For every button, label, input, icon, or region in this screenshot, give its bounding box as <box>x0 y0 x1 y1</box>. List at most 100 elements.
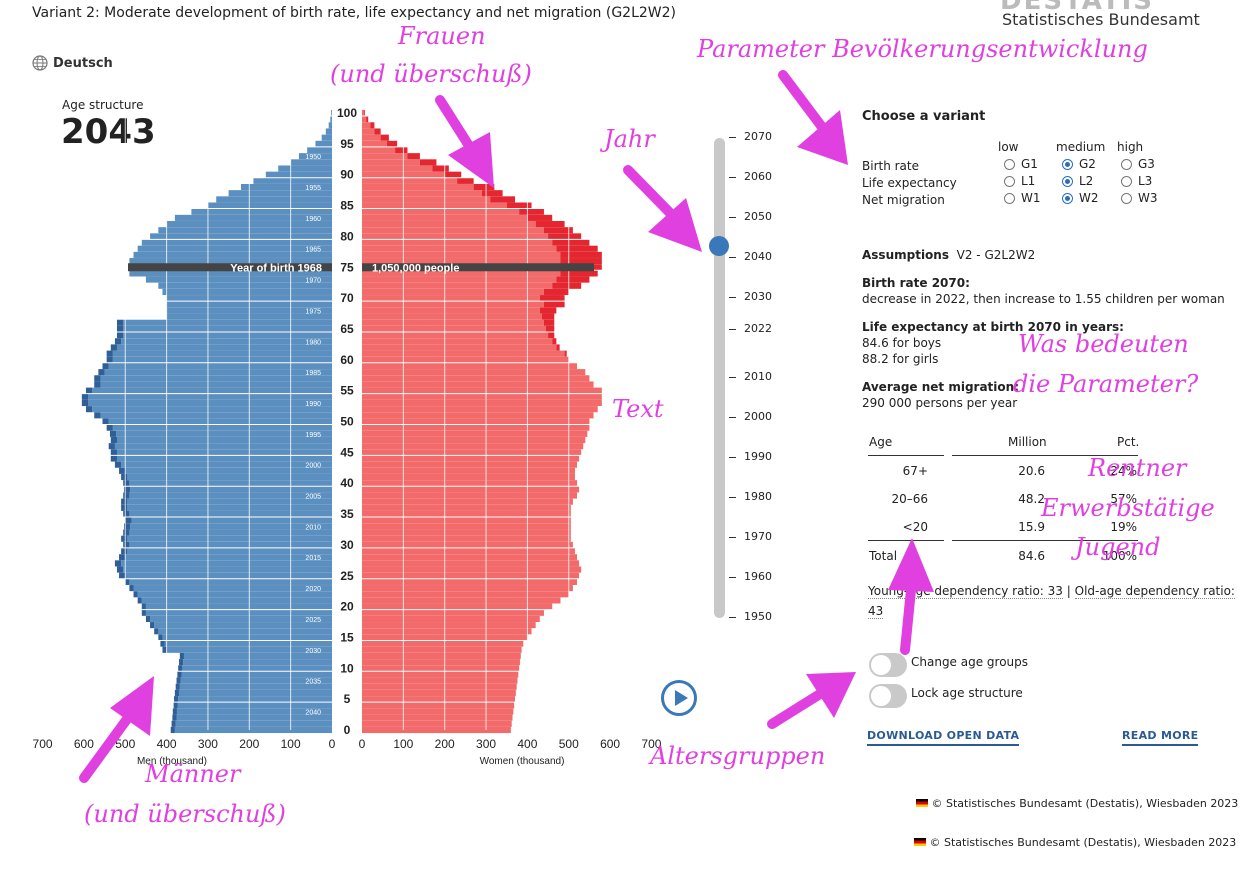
variant-option-l1[interactable]: L1 <box>1004 174 1035 188</box>
variant-option-w3[interactable]: W3 <box>1121 191 1158 205</box>
year-tick <box>729 329 736 330</box>
table-rule <box>868 540 944 541</box>
download-open-data-link[interactable]: DOWNLOAD OPEN DATA <box>867 729 1020 746</box>
variant-row-label: Net migration <box>862 193 945 207</box>
variant-option-w1[interactable]: W1 <box>1004 191 1041 205</box>
radio-selected-icon[interactable] <box>1062 193 1073 204</box>
year-tick-label[interactable]: 1970 <box>744 530 772 543</box>
age-structure-label: Age structure <box>62 98 144 112</box>
birth-year-label: 1960 <box>305 216 321 223</box>
x-axis-label-men: Men (thousand) <box>137 756 207 767</box>
men-bar <box>154 622 332 629</box>
men-bar <box>130 486 332 493</box>
men-bar <box>92 406 332 413</box>
women-bar <box>362 424 590 431</box>
year-tick-label[interactable]: 1950 <box>744 610 772 623</box>
women-bar <box>362 183 474 191</box>
year-tick-label[interactable]: 2050 <box>744 210 772 223</box>
men-surplus-bar <box>123 529 130 536</box>
language-switch[interactable]: Deutsch <box>32 55 113 71</box>
language-label: Deutsch <box>53 55 113 71</box>
year-tick-label[interactable]: 1960 <box>744 570 772 583</box>
year-tick-label[interactable]: 1990 <box>744 450 772 463</box>
radio-icon[interactable] <box>1121 176 1132 187</box>
women-surplus-bar <box>366 116 369 123</box>
women-surplus-bar <box>560 270 598 277</box>
age-structure-year: 2043 <box>61 112 156 152</box>
variant-option-g1[interactable]: G1 <box>1004 157 1038 171</box>
men-surplus-bar <box>119 554 126 561</box>
radio-icon[interactable] <box>1121 159 1132 170</box>
men-surplus-bar <box>145 615 151 622</box>
table-row-age: 20–66 <box>891 492 928 506</box>
birth-year-label: 2010 <box>305 524 321 531</box>
men-bar <box>290 159 332 166</box>
age-tick-label: 15 <box>340 630 354 644</box>
age-tick-label: 20 <box>340 600 354 614</box>
women-bar <box>362 615 540 622</box>
radio-icon[interactable] <box>1004 159 1015 170</box>
men-bar <box>88 393 332 400</box>
women-bar <box>362 387 602 394</box>
women-surplus-bar <box>556 276 590 283</box>
year-tick-label[interactable]: 2030 <box>744 290 772 303</box>
year-tick-label[interactable]: 2022 <box>744 322 772 335</box>
men-bar <box>137 245 332 252</box>
men-bar <box>127 535 332 542</box>
year-tick-label[interactable]: 1980 <box>744 490 772 503</box>
variant-option-g3[interactable]: G3 <box>1121 157 1155 171</box>
age-tick-label: 30 <box>340 538 354 552</box>
men-bar <box>129 511 332 518</box>
men-surplus-bar <box>116 325 124 332</box>
birth-year-label: 1990 <box>305 401 321 408</box>
year-tick <box>729 217 736 218</box>
men-bar <box>133 585 332 592</box>
old-dependency-ratio[interactable]: Old-age dependency ratio: <box>1074 584 1235 599</box>
birth-year-label: 1970 <box>305 278 321 285</box>
age-tick-label: 80 <box>340 229 354 243</box>
birth-year-label: 2035 <box>305 679 321 686</box>
women-bar <box>362 146 396 154</box>
radio-icon[interactable] <box>1004 193 1015 204</box>
women-bar <box>362 307 540 314</box>
men-bar <box>298 153 332 160</box>
year-slider-knob[interactable] <box>709 236 729 256</box>
women-bar <box>362 640 524 647</box>
radio-selected-icon[interactable] <box>1062 176 1073 187</box>
radio-icon[interactable] <box>1004 176 1015 187</box>
variant-option-g2[interactable]: G2 <box>1062 157 1096 171</box>
radio-icon[interactable] <box>1121 193 1132 204</box>
annotation-text: Text <box>612 395 664 423</box>
year-slider-track[interactable] <box>714 138 725 618</box>
variant-option-l2[interactable]: L2 <box>1062 174 1093 188</box>
variant-option-l3[interactable]: L3 <box>1121 174 1152 188</box>
life-exp-heading: Life expectancy at birth 2070 in years: <box>862 320 1124 334</box>
year-tick-label[interactable]: 2060 <box>744 170 772 183</box>
copyright: © Statistisches Bundesamt (Destatis), Wi… <box>916 797 1238 810</box>
men-bar <box>328 122 332 129</box>
birth-year-label: 2015 <box>305 555 321 562</box>
women-bar <box>362 683 517 690</box>
women-bar <box>362 301 544 308</box>
change-age-groups-toggle[interactable] <box>869 653 907 677</box>
women-bar <box>362 381 594 388</box>
play-button[interactable] <box>661 680 697 716</box>
men-surplus-bar <box>119 467 126 474</box>
year-tick-label[interactable]: 2010 <box>744 370 772 383</box>
women-bar <box>362 196 491 203</box>
year-tick-label[interactable]: 2070 <box>744 130 772 143</box>
variant-option-w2[interactable]: W2 <box>1062 191 1099 205</box>
age-tick-label: 40 <box>340 476 354 490</box>
radio-selected-icon[interactable] <box>1062 159 1073 170</box>
men-bar <box>158 628 332 635</box>
variant-option-label: W1 <box>1021 191 1041 205</box>
year-tick-label[interactable]: 2040 <box>744 250 772 263</box>
birth-year-label: 1955 <box>305 185 321 192</box>
men-bar <box>158 227 332 234</box>
read-more-link[interactable]: READ MORE <box>1122 729 1199 746</box>
men-surplus-bar <box>172 708 177 715</box>
men-surplus-bar <box>141 603 146 610</box>
women-bar <box>362 332 549 339</box>
year-tick-label[interactable]: 2000 <box>744 410 772 423</box>
lock-age-structure-toggle[interactable] <box>869 684 907 708</box>
